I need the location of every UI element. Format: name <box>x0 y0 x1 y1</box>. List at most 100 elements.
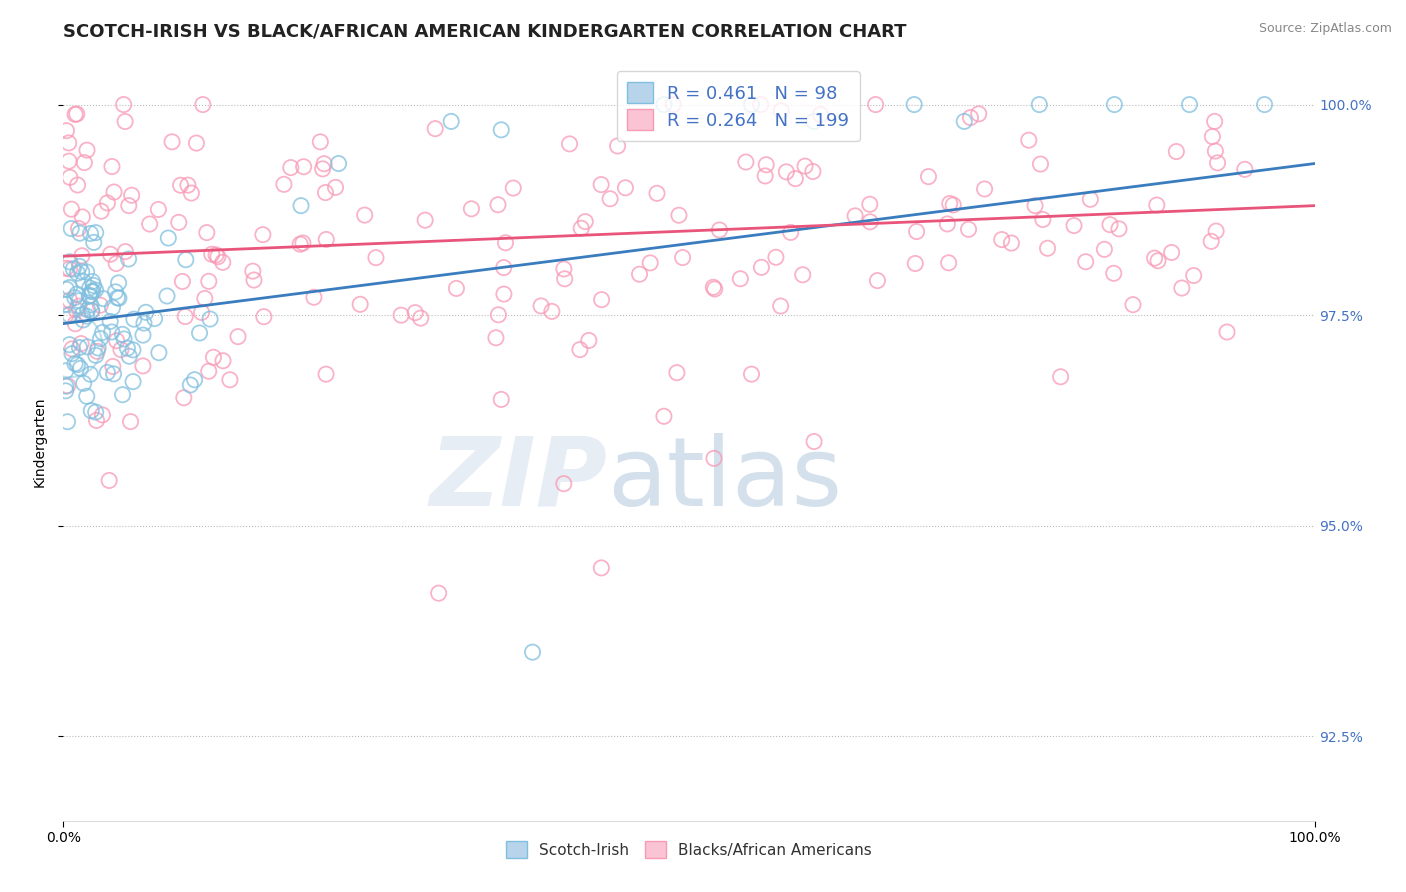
Point <box>1160 245 1182 260</box>
Point <box>389 308 412 322</box>
Point <box>1036 241 1059 255</box>
Point <box>558 136 581 151</box>
Point <box>614 181 637 195</box>
Point <box>177 178 200 193</box>
Point <box>72 308 94 322</box>
Point <box>138 217 160 231</box>
Point <box>174 252 197 267</box>
Point <box>290 199 312 213</box>
Point <box>186 136 208 150</box>
Point <box>174 310 197 324</box>
Point <box>226 329 249 343</box>
Point <box>72 210 94 224</box>
Point <box>157 231 180 245</box>
Point <box>69 226 91 240</box>
Point <box>79 368 101 382</box>
Point <box>60 221 83 235</box>
Point <box>492 260 515 275</box>
Point <box>118 199 141 213</box>
Point <box>325 180 347 194</box>
Point <box>108 291 131 305</box>
Point <box>104 285 127 299</box>
Point <box>96 196 118 211</box>
Point <box>953 114 976 128</box>
Point <box>100 247 122 261</box>
Text: ZIP: ZIP <box>430 433 607 526</box>
Point <box>84 226 107 240</box>
Point <box>101 359 124 374</box>
Point <box>591 178 613 192</box>
Point <box>59 254 82 268</box>
Point <box>599 192 621 206</box>
Point <box>122 312 145 326</box>
Point <box>67 299 90 313</box>
Point <box>364 251 387 265</box>
Point <box>522 645 544 659</box>
Point <box>938 196 960 211</box>
Point <box>205 248 228 262</box>
Point <box>172 275 194 289</box>
Point <box>1029 157 1052 171</box>
Point <box>491 123 513 137</box>
Point <box>741 97 763 112</box>
Point <box>957 222 980 236</box>
Point <box>80 285 103 299</box>
Point <box>66 358 89 372</box>
Point <box>55 261 77 276</box>
Point <box>91 326 114 340</box>
Point <box>58 136 80 150</box>
Point <box>541 304 564 318</box>
Point <box>554 272 576 286</box>
Point <box>103 185 125 199</box>
Point <box>80 298 103 312</box>
Point <box>591 561 613 575</box>
Point <box>425 121 447 136</box>
Point <box>859 197 882 211</box>
Point <box>98 314 121 328</box>
Point <box>1166 145 1188 159</box>
Point <box>770 103 793 118</box>
Point <box>219 373 242 387</box>
Point <box>273 178 295 192</box>
Point <box>58 280 80 294</box>
Point <box>652 97 675 112</box>
Point <box>63 357 86 371</box>
Point <box>156 289 179 303</box>
Point <box>703 451 725 466</box>
Point <box>76 309 98 323</box>
Point <box>917 169 939 184</box>
Point <box>114 244 136 259</box>
Point <box>59 170 82 185</box>
Point <box>122 375 145 389</box>
Point <box>353 208 375 222</box>
Point <box>1078 192 1101 206</box>
Point <box>1098 218 1121 232</box>
Point <box>66 287 89 301</box>
Point <box>118 349 141 363</box>
Point <box>672 251 695 265</box>
Point <box>105 291 128 305</box>
Point <box>191 97 214 112</box>
Point <box>86 413 108 427</box>
Point <box>111 327 134 342</box>
Point <box>574 214 596 228</box>
Point <box>60 202 83 217</box>
Point <box>702 280 724 294</box>
Point <box>56 415 79 429</box>
Point <box>792 268 814 282</box>
Point <box>349 297 371 311</box>
Point <box>55 384 77 398</box>
Point <box>60 342 83 356</box>
Point <box>1206 156 1229 170</box>
Point <box>1143 251 1166 265</box>
Point <box>197 364 219 378</box>
Point <box>1092 243 1115 257</box>
Point <box>110 343 132 357</box>
Point <box>80 403 103 417</box>
Point <box>76 143 98 157</box>
Point <box>665 366 688 380</box>
Point <box>79 288 101 302</box>
Point <box>749 97 772 112</box>
Point <box>55 123 77 137</box>
Point <box>1205 224 1227 238</box>
